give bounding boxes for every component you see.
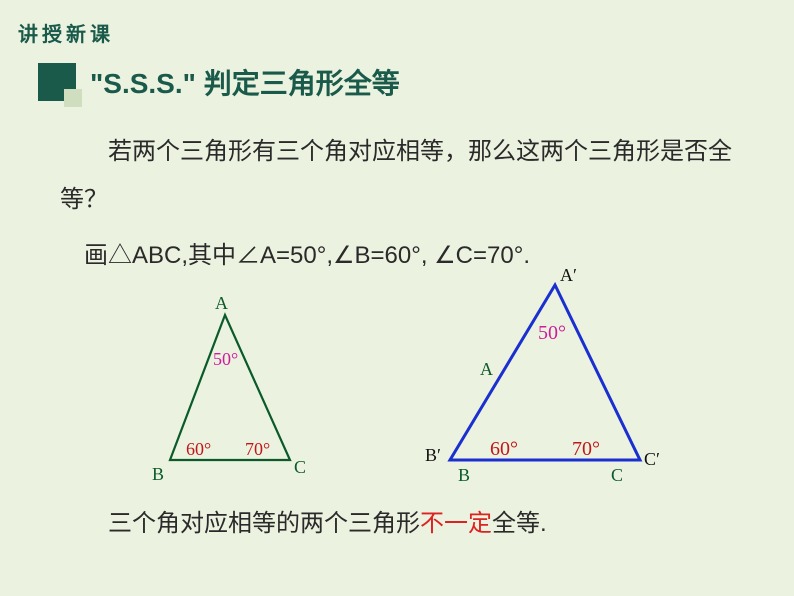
paragraph-draw: 画△ABC,其中∠A=50°,∠B=60°, ∠C=70°. [60,232,744,280]
paragraph-question: 若两个三角形有三个角对应相等，那么这两个三角形是否全等？ [60,128,744,224]
triangle-large-label-B: B [458,465,470,485]
title-row: "S.S.S." 判定三角形全等 [38,62,400,102]
triangle-large-label-a50: 50° [538,322,566,344]
triangle-large-label-a60: 60° [490,438,518,460]
triangle-small-label-a70: 70° [245,439,270,459]
paragraph-conclusion: 三个角对应相等的两个三角形不一定全等. [60,500,744,548]
conclusion-emphasis: 不一定 [420,510,492,537]
triangle-small-label-B: B [152,464,164,484]
triangle-small-label-A: A [215,293,228,313]
triangle-large [450,285,640,460]
conclusion-part-b: 全等. [492,510,547,537]
diagram-area: ABC50°60°70°A′B′C′ABC50°60°70° [0,275,794,495]
section-label: 讲授新课 [18,18,114,47]
triangle-large-label-Ap: A′ [560,265,577,285]
title-square-icon [38,63,76,101]
triangle-small-label-a60: 60° [186,439,211,459]
triangle-small-label-C: C [294,457,306,477]
triangle-small-label-a50: 50° [213,349,238,369]
triangle-large-label-C: C [611,465,623,485]
triangle-large-label-a70: 70° [572,438,600,460]
page-title: "S.S.S." 判定三角形全等 [90,62,400,102]
triangle-large-label-Cp: C′ [644,449,660,469]
triangle-large-label-A: A [480,359,493,379]
triangle-large-label-Bp: B′ [425,445,441,465]
triangles-diagram: ABC50°60°70°A′B′C′ABC50°60°70° [0,275,794,495]
conclusion-part-a: 三个角对应相等的两个三角形 [108,510,420,537]
